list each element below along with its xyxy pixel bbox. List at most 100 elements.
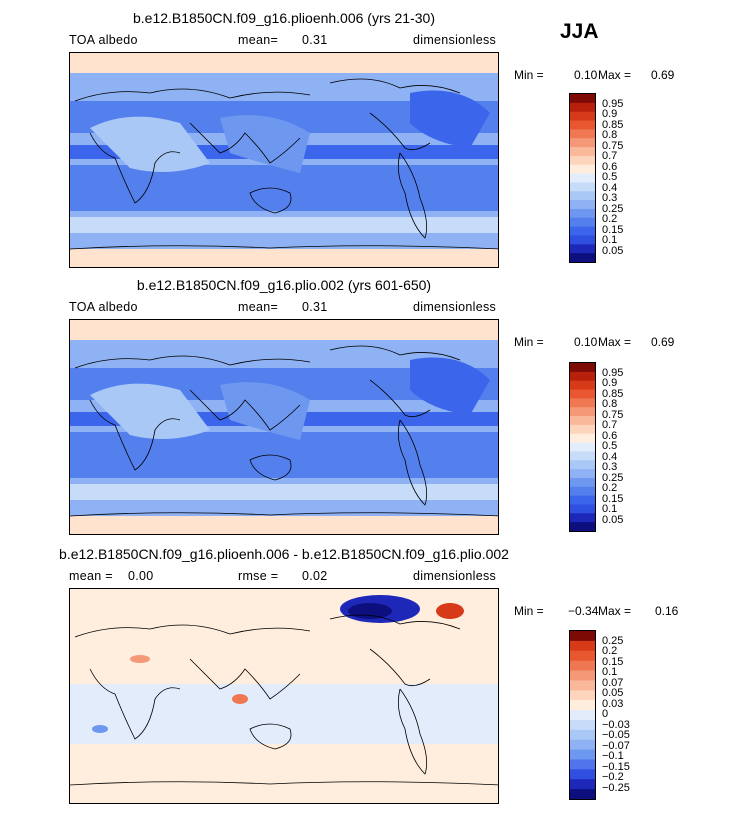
- colorbar-tick-label: 0.05: [602, 513, 624, 526]
- panel2-min-label: Min =: [514, 335, 544, 349]
- panel2-min-value: 0.10: [574, 335, 598, 349]
- panel3-colorbar-svg: [570, 631, 595, 799]
- colorbar-box: [570, 522, 595, 531]
- colorbar-box: [570, 650, 595, 662]
- colorbar-box: [570, 120, 595, 130]
- colorbar-box: [570, 690, 595, 701]
- colorbar-tick-label: 0.1: [602, 234, 618, 246]
- colorbar-tick-label: −0.1: [602, 750, 624, 762]
- colorbar-tick-label: −0.25: [602, 781, 630, 794]
- colorbar-tick-label: 0.85: [602, 387, 624, 400]
- colorbar-tick-label: 0.15: [602, 492, 624, 505]
- colorbar-box: [570, 138, 595, 148]
- colorbar-tick-label: −0.07: [602, 739, 630, 752]
- colorbar-tick-label: 0.4: [602, 181, 618, 194]
- colorbar-box: [570, 789, 595, 799]
- colorbar-box: [570, 191, 595, 201]
- panel3-rmse-label: rmse =: [238, 569, 279, 583]
- panel3-coastlines: [70, 614, 498, 786]
- colorbar-box: [570, 719, 595, 731]
- colorbar-tick-label: −0.15: [602, 760, 630, 773]
- panel2-colorbar-svg: [570, 363, 595, 531]
- colorbar-box: [570, 477, 595, 488]
- colorbar-tick-label: 0.85: [602, 118, 624, 131]
- colorbar-tick-label: −0.2: [602, 771, 624, 783]
- colorbar-box: [570, 779, 595, 790]
- panel1-title: b.e12.B1850CN.f09_g16.plioenh.006 (yrs 2…: [133, 10, 435, 26]
- panel1-asia-patch: [220, 115, 310, 173]
- panel2-map-svg: [70, 320, 498, 534]
- colorbar-tick-label: 0.05: [602, 244, 624, 257]
- colorbar-tick-label: 0.75: [602, 139, 624, 152]
- panel3-units-label: dimensionless: [413, 569, 497, 583]
- colorbar-box: [570, 416, 595, 426]
- colorbar-tick-label: 0.8: [602, 129, 618, 141]
- colorbar-box: [570, 433, 595, 444]
- colorbar-box: [570, 460, 595, 470]
- colorbar-box: [570, 513, 595, 523]
- colorbar-box: [570, 389, 595, 399]
- colorbar-tick-label: 0: [602, 708, 609, 720]
- colorbar-tick-label: 0.3: [602, 461, 618, 473]
- colorbar-tick-label: 0.5: [602, 171, 618, 183]
- panel2-max-value: 0.69: [651, 335, 675, 349]
- colorbar-tick-label: 0.8: [602, 398, 618, 410]
- colorbar-tick-label: 0.07: [602, 676, 624, 689]
- colorbar-box: [570, 710, 595, 721]
- colorbar-tick-label: 0.75: [602, 408, 624, 421]
- colorbar-box: [570, 102, 595, 113]
- colorbar-box: [570, 769, 595, 780]
- colorbar-tick-label: 0.25: [602, 471, 624, 484]
- colorbar-box: [570, 504, 595, 514]
- panel1-variable-label: TOA albedo: [69, 33, 138, 47]
- colorbar-box: [570, 363, 595, 373]
- colorbar-box: [570, 442, 595, 452]
- panel2-title: b.e12.B1850CN.f09_g16.plio.002 (yrs 601-…: [136, 277, 432, 293]
- colorbar-box: [570, 371, 595, 382]
- colorbar-tick-label: 0.1: [602, 503, 618, 515]
- colorbar-box: [570, 226, 595, 236]
- panel1-map: [69, 52, 499, 268]
- panel2-colorbar: [569, 362, 596, 532]
- panel1-min-value: 0.10: [574, 68, 598, 82]
- panel3-map: [69, 588, 499, 804]
- colorbar-tick-label: 0.2: [602, 482, 618, 494]
- panel1-min-label: Min =: [514, 68, 544, 82]
- panel3-mean-label: mean =: [69, 569, 113, 583]
- colorbar-tick-label: −0.05: [602, 729, 630, 741]
- panel3-tropic-band: [70, 684, 498, 744]
- panel2-mean-value: 0.31: [302, 300, 328, 314]
- colorbar-box: [570, 660, 595, 672]
- colorbar-tick-label: 0.1: [602, 666, 618, 678]
- colorbar-tick-label: 0.95: [602, 97, 624, 110]
- panel1-colorbar-svg: [570, 94, 595, 262]
- colorbar-box: [570, 407, 595, 417]
- panel3-title: b.e12.B1850CN.f09_g16.plioenh.006 - b.e1…: [59, 546, 509, 562]
- colorbar-box: [570, 217, 595, 228]
- colorbar-box: [570, 640, 595, 652]
- colorbar-tick-label: 0.9: [602, 377, 618, 389]
- colorbar-tick-label: 0.9: [602, 108, 618, 120]
- colorbar-box: [570, 469, 595, 479]
- colorbar-tick-label: 0.6: [602, 160, 618, 173]
- panel3-greenland-positive: [436, 603, 464, 619]
- panel1-africa-eurasia-patch: [90, 116, 210, 172]
- colorbar-box: [570, 680, 595, 691]
- panel3-mean-value: 0.00: [128, 569, 154, 583]
- colorbar-box: [570, 486, 595, 497]
- colorbar-box: [570, 111, 595, 122]
- colorbar-tick-label: 0.2: [602, 213, 618, 225]
- colorbar-tick-label: 0.05: [602, 687, 624, 699]
- panel3-sh-negative: [92, 725, 108, 733]
- colorbar-box: [570, 147, 595, 157]
- colorbar-tick-label: 0.3: [602, 192, 618, 204]
- panel2-atlantic-patch: [410, 357, 490, 415]
- colorbar-box: [570, 700, 595, 711]
- colorbar-tick-label: 0.15: [602, 223, 624, 236]
- colorbar-box: [570, 155, 595, 166]
- colorbar-box: [570, 253, 595, 262]
- colorbar-tick-label: 0.4: [602, 450, 618, 463]
- panel2-units-label: dimensionless: [413, 300, 497, 314]
- panel3-maritime-positive: [232, 694, 248, 704]
- colorbar-box: [570, 129, 595, 139]
